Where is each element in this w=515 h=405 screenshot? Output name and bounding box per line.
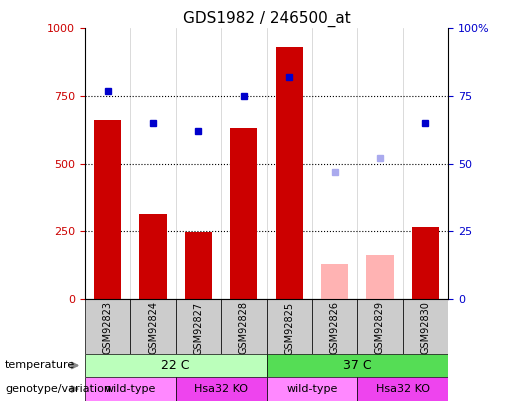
Text: GSM92823: GSM92823 xyxy=(102,301,113,354)
Bar xyxy=(366,256,393,299)
Text: GSM92830: GSM92830 xyxy=(420,301,431,354)
Bar xyxy=(230,128,258,299)
Text: GSM92829: GSM92829 xyxy=(375,301,385,354)
Text: GSM92827: GSM92827 xyxy=(194,301,203,355)
Bar xyxy=(267,354,448,377)
Text: GSM92826: GSM92826 xyxy=(330,301,339,354)
Bar xyxy=(221,299,267,354)
Bar xyxy=(185,232,212,299)
Bar xyxy=(412,227,439,299)
Text: 37 C: 37 C xyxy=(343,359,372,372)
Bar xyxy=(267,377,357,401)
Text: GSM92828: GSM92828 xyxy=(239,301,249,354)
Bar xyxy=(140,213,167,299)
Text: temperature: temperature xyxy=(5,360,75,371)
Bar xyxy=(357,377,448,401)
Text: wild-type: wild-type xyxy=(286,384,338,394)
Title: GDS1982 / 246500_at: GDS1982 / 246500_at xyxy=(183,11,350,27)
Bar xyxy=(267,299,312,354)
Text: GSM92824: GSM92824 xyxy=(148,301,158,354)
Text: 22 C: 22 C xyxy=(162,359,190,372)
Bar xyxy=(276,47,303,299)
Bar xyxy=(403,299,448,354)
Text: genotype/variation: genotype/variation xyxy=(5,384,111,394)
Bar xyxy=(357,299,403,354)
Text: Hsa32 KO: Hsa32 KO xyxy=(375,384,430,394)
Text: GSM92825: GSM92825 xyxy=(284,301,294,355)
Bar xyxy=(176,377,267,401)
Bar xyxy=(85,377,176,401)
Bar xyxy=(130,299,176,354)
Bar xyxy=(85,354,267,377)
Bar xyxy=(312,299,357,354)
Text: wild-type: wild-type xyxy=(105,384,156,394)
Text: Hsa32 KO: Hsa32 KO xyxy=(194,384,248,394)
Bar xyxy=(85,299,130,354)
Bar xyxy=(94,120,122,299)
Bar xyxy=(321,264,348,299)
Bar xyxy=(176,299,221,354)
